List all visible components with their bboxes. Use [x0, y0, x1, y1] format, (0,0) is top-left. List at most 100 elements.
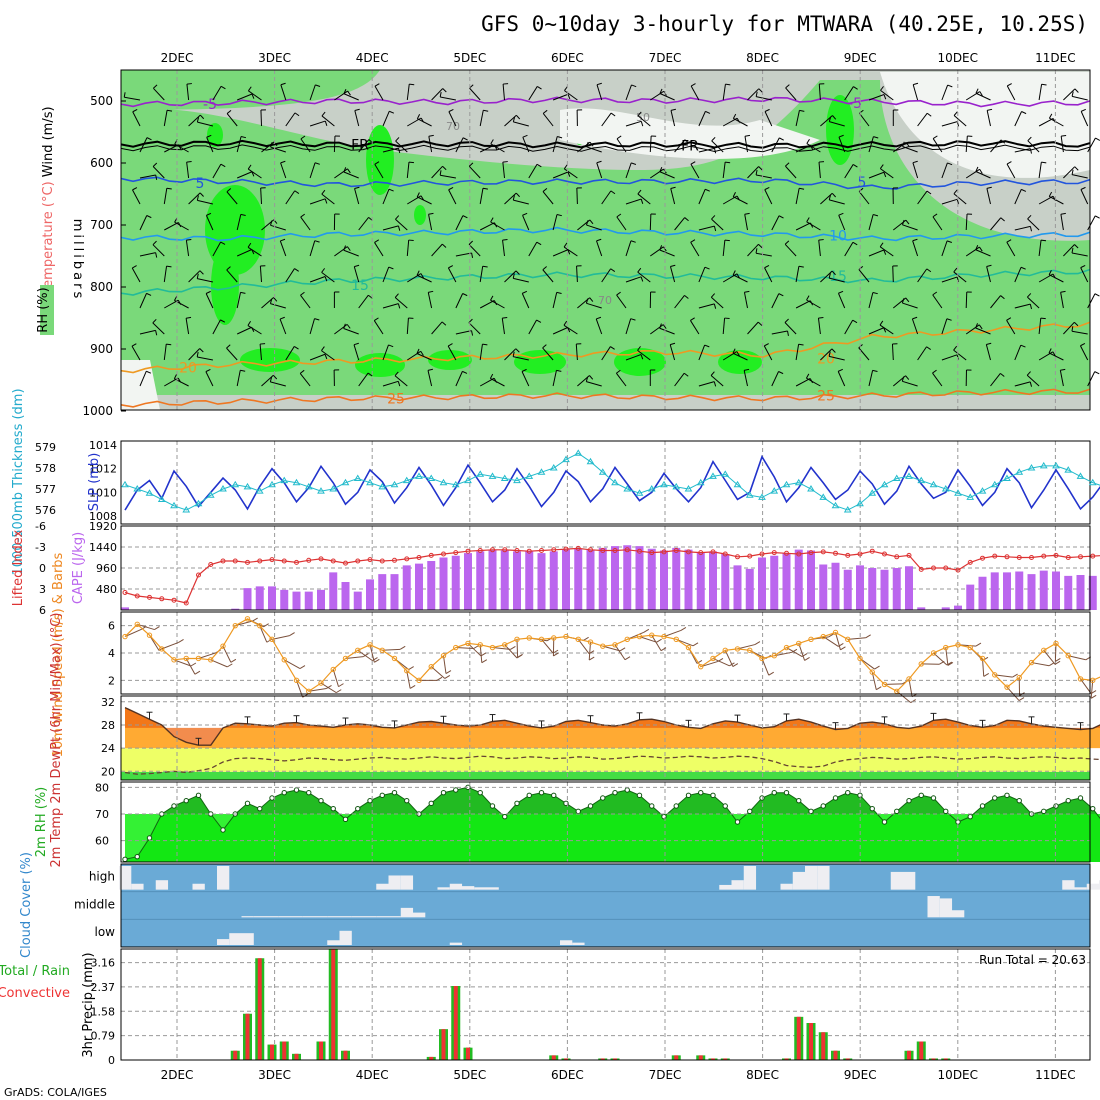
thickness-point: [329, 485, 338, 492]
lifted-index-point: [612, 548, 618, 553]
precip-convective-bar: [943, 1058, 948, 1060]
wind-barb: [427, 368, 433, 371]
wind-barb: [818, 240, 821, 257]
cape-bar: [121, 607, 129, 610]
cloud-bar: [1074, 887, 1087, 890]
wind-barb: [440, 174, 456, 179]
cape-frame: [120, 525, 1091, 611]
chart-title: GFS 0~10day 3-hourly for MTWARA (40.25E,…: [481, 12, 1088, 36]
wind-barb: [447, 267, 457, 283]
cloud-bar: [572, 942, 585, 945]
wind-barb: [1048, 113, 1053, 119]
lifted-index-point: [722, 551, 728, 557]
axis-label-part: Wind (m/s): [41, 106, 56, 177]
wind-barb: [879, 246, 894, 257]
wind-barb: [513, 277, 529, 283]
lifted-index-point: [784, 550, 789, 556]
wind-barb: [650, 324, 664, 335]
wind-barb: [513, 356, 529, 361]
cape-bar: [1052, 571, 1060, 610]
thickness-point: [353, 474, 362, 481]
wind-barb: [186, 161, 192, 163]
wind-barb: [226, 266, 231, 271]
wind-speed-point: [796, 640, 802, 647]
wind-barb: [953, 345, 958, 351]
thickness-point: [794, 478, 803, 486]
wind-barb: [210, 659, 228, 668]
wind-barb: [674, 295, 685, 309]
wind-speed-point: [489, 644, 496, 651]
li-tick-label: -6: [35, 520, 46, 533]
wind-barb: [1029, 304, 1033, 310]
precip-convective-bar: [233, 1050, 238, 1060]
precip-convective-bar: [907, 1050, 911, 1060]
wind-barb: [153, 87, 165, 101]
wind-barb: [758, 243, 763, 249]
wind-barb: [868, 292, 874, 309]
wind-barb: [596, 160, 602, 164]
rh2m-point: [1065, 797, 1071, 804]
rh2m-frame: [120, 781, 1091, 863]
wind-barb: [795, 378, 811, 387]
wind-barb: [536, 241, 542, 246]
rh2m-point: [1016, 797, 1022, 804]
wind-barb: [512, 195, 515, 201]
wind-barb: [754, 641, 761, 645]
precip-convective-bar: [564, 1058, 568, 1060]
wind-barb: [289, 632, 295, 637]
cape-bar: [513, 551, 521, 610]
lifted-index-point: [355, 558, 361, 564]
wind-barb: [975, 171, 991, 179]
precip-convective-bar: [796, 1016, 801, 1060]
lifted-index-point: [845, 552, 851, 558]
wind-barb: [335, 689, 342, 694]
lifted-index-point: [882, 551, 887, 557]
wind-barb: [872, 369, 878, 373]
wind-barb: [624, 656, 631, 661]
wind-barb: [853, 86, 858, 90]
wind-barb: [901, 376, 905, 382]
wind-barb: [596, 240, 603, 257]
wind-barb: [771, 371, 780, 387]
wind-barb: [986, 342, 992, 346]
cape-bar: [439, 557, 448, 610]
wind-barb: [838, 290, 844, 294]
rh2m-point: [1041, 808, 1047, 815]
wind-barb: [764, 267, 773, 283]
wind-barb: [521, 371, 530, 387]
wind-barb: [733, 118, 748, 127]
cape-bar: [292, 591, 301, 610]
wind-barb: [563, 324, 578, 335]
wind-barb: [838, 214, 846, 231]
thickness-point: [843, 506, 852, 513]
wind-barb: [394, 297, 408, 309]
wind-barb: [1061, 134, 1067, 137]
wind-barb: [146, 215, 152, 219]
wind-barb: [273, 297, 278, 302]
wind-barb: [212, 319, 221, 335]
wind-barb: [374, 317, 379, 322]
wind-barb: [795, 344, 800, 361]
wind-barb: [186, 83, 192, 85]
wind-speed-point: [845, 636, 851, 643]
wind-barb: [309, 198, 326, 205]
wind-barb: [280, 82, 286, 86]
wind-barb: [299, 369, 305, 374]
wind-barb: [643, 628, 650, 633]
rh2m-point: [759, 795, 765, 801]
lifted-index-point: [771, 550, 777, 556]
wind-barb: [152, 240, 157, 246]
cloud-bar: [302, 916, 316, 918]
wind-barb: [804, 657, 810, 661]
wind-barb: [932, 369, 937, 374]
wind-barb: [852, 319, 858, 324]
wind-barb: [394, 375, 408, 387]
wind-barb: [163, 266, 168, 283]
wind-barb: [1071, 247, 1074, 254]
cloud-bar: [817, 866, 830, 890]
lifted-index-point: [759, 551, 765, 557]
precip-tick-label: 2.37: [91, 981, 116, 994]
wind-barb: [1094, 215, 1100, 219]
wind-barb: [601, 268, 612, 283]
wind-barb: [1087, 137, 1096, 153]
